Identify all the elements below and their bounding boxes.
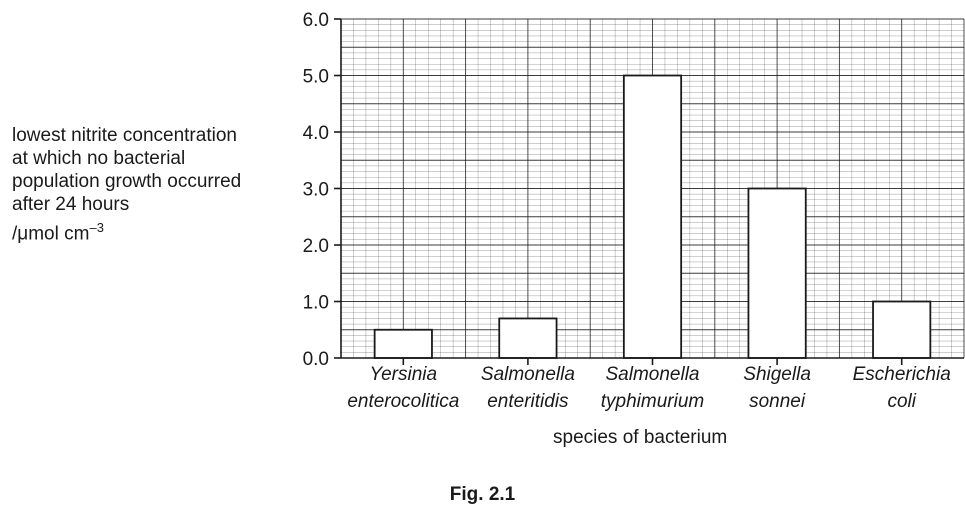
unit-main: mol cm [28, 223, 90, 245]
bars [373, 74, 932, 359]
y-tick-label: 4.0 [303, 123, 329, 144]
axes [334, 18, 964, 365]
x-tick-label: Salmonella [481, 364, 575, 385]
x-tick-label: Shigella [743, 364, 811, 385]
bar [622, 74, 683, 359]
x-tick-label: typhimurium [601, 391, 704, 412]
unit-mu: μ [17, 223, 29, 245]
x-tick-label: enterocolitica [347, 391, 459, 412]
bar [373, 328, 433, 359]
y-tick-label: 6.0 [303, 10, 329, 31]
y-axis-label-line: at which no bacterial [12, 148, 186, 169]
x-tick-label: Salmonella [606, 364, 700, 385]
x-tick-label: Escherichia [853, 364, 951, 385]
y-tick-label: 1.0 [303, 293, 329, 314]
x-category-labels: Yersinia enterocolitica Salmonella enteriti… [347, 364, 950, 412]
bar [872, 300, 932, 359]
bar [498, 317, 558, 359]
y-tick-labels: 0.0 1.0 2.0 3.0 4.0 5.0 6.0 [303, 10, 329, 370]
y-tick-label: 5.0 [303, 67, 329, 88]
y-tick-label: 2.0 [303, 236, 329, 257]
unit-exponent: –3 [89, 220, 104, 235]
y-tick-label: 3.0 [303, 180, 329, 201]
y-axis-label-line: after 24 hours [12, 194, 130, 215]
unit-prefix: / [12, 223, 18, 245]
y-tick-label: 0.0 [303, 349, 329, 370]
y-axis-label: lowest nitrite concentration at which no… [12, 124, 241, 245]
bar [747, 187, 807, 359]
y-axis-label-line: population growth occurred [12, 171, 242, 192]
y-axis-unit: /μmol cm–3 [12, 216, 241, 245]
x-tick-label: coli [887, 391, 916, 412]
x-axis-label: species of bacterium [553, 427, 728, 448]
y-axis-label-line: lowest nitrite concentration [12, 125, 237, 146]
x-tick-label: Yersinia [369, 364, 437, 385]
x-tick-label: sonnei [749, 391, 806, 412]
figure-caption: Fig. 2.1 [449, 484, 516, 505]
x-tick-label: enteritidis [487, 391, 569, 412]
